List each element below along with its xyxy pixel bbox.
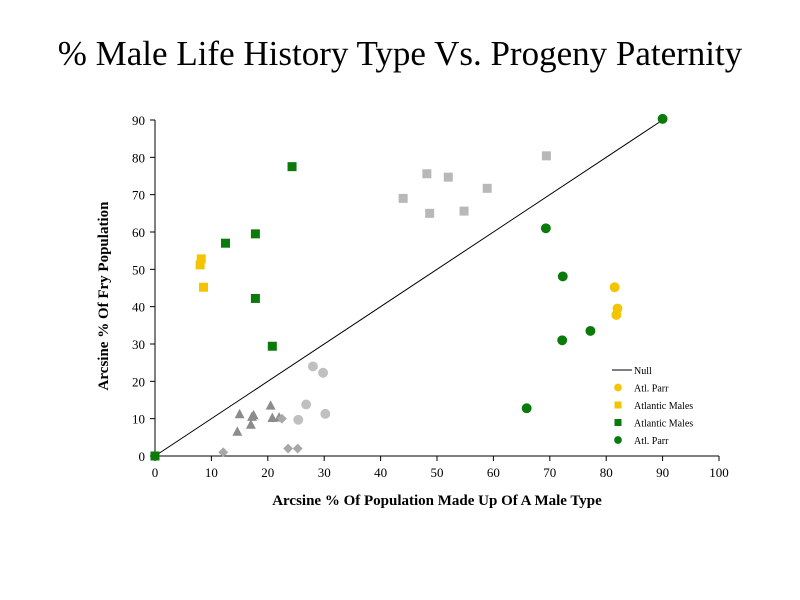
data-point: [250, 293, 260, 303]
data-point: [287, 162, 297, 172]
series-6: [232, 400, 285, 436]
data-point: [425, 208, 435, 218]
data-point: [657, 113, 668, 124]
data-point: [459, 206, 469, 216]
chart-title: % Male Life History Type Vs. Progeny Pat…: [57, 34, 743, 73]
y-tick-label: 80: [132, 150, 145, 165]
data-point: [541, 151, 551, 161]
legend-marker: [614, 401, 622, 409]
y-tick-label: 0: [139, 449, 146, 464]
data-point: [150, 451, 160, 461]
legend-marker: [614, 383, 622, 392]
legend-label: Atlantic Males: [634, 419, 693, 430]
x-tick-label: 10: [205, 465, 218, 480]
legend-label: Null: [634, 366, 652, 377]
data-point: [245, 419, 256, 429]
y-tick-label: 30: [132, 337, 145, 352]
y-axis-label: Arcsine % Of Fry Population: [96, 201, 112, 391]
x-tick-label: 30: [318, 465, 331, 480]
series-2: [150, 162, 297, 461]
legend-entry: Atlantic Males: [614, 401, 693, 412]
series-0: [609, 282, 623, 320]
legend-marker: [614, 436, 622, 444]
legend-label: Atl. Parr: [634, 384, 669, 395]
x-tick-label: 80: [600, 465, 613, 480]
x-axis-label: Arcsine % Of Population Made Up Of A Mal…: [272, 493, 602, 509]
data-point: [540, 223, 551, 234]
data-point: [307, 361, 318, 372]
legend: Null Atl. Parr Atlantic Males Atlantic Male…: [612, 366, 693, 447]
data-point: [609, 282, 620, 293]
y-tick-label: 60: [132, 225, 145, 240]
data-point: [248, 409, 259, 420]
y-tick-label: 70: [132, 188, 145, 203]
data-point: [283, 443, 294, 454]
x-tick-label: 20: [261, 465, 274, 480]
data-point: [267, 412, 278, 422]
x-tick-label: 0: [152, 465, 159, 480]
y-tick-label: 20: [132, 374, 145, 389]
x-tick-label: 70: [543, 465, 556, 480]
legend-label: Atlantic Males: [634, 401, 693, 412]
series-7: [218, 413, 303, 458]
data-point: [276, 413, 287, 424]
data-point: [482, 183, 492, 193]
data-point: [218, 447, 229, 458]
x-tick-label: 50: [431, 465, 444, 480]
data-point: [422, 169, 432, 179]
data-point: [234, 408, 245, 419]
data-point: [521, 403, 532, 414]
data-point: [398, 193, 408, 203]
data-point: [195, 260, 205, 270]
data-point: [301, 399, 312, 410]
legend-entry-null: Null: [612, 366, 652, 377]
data-point: [443, 172, 453, 182]
x-tick-label: 100: [709, 465, 729, 480]
x-tick-label: 40: [374, 465, 387, 480]
y-tick-label: 40: [132, 300, 145, 315]
data-points: [150, 113, 668, 461]
legend-marker: [614, 419, 622, 426]
y-tick-label: 50: [132, 262, 145, 277]
y-tick-label: 90: [132, 113, 145, 128]
data-point: [199, 282, 209, 292]
data-point: [250, 229, 260, 239]
data-point: [318, 367, 329, 378]
data-point: [557, 271, 568, 282]
data-point: [292, 443, 303, 454]
data-point: [265, 400, 276, 410]
data-point: [293, 414, 304, 425]
legend-entry: Atl. Parr: [614, 436, 669, 447]
y-tick-label: 10: [132, 412, 145, 427]
x-tick-label: 60: [487, 465, 500, 480]
series-3: [521, 113, 668, 414]
data-point: [221, 238, 230, 248]
data-point: [267, 341, 277, 351]
data-point: [196, 254, 206, 264]
data-point: [232, 426, 243, 436]
series-5: [293, 361, 331, 425]
data-point: [585, 325, 596, 336]
null-line-group: [154, 119, 663, 457]
series-1: [195, 254, 209, 292]
data-point: [557, 335, 568, 346]
null-line: [154, 119, 663, 457]
data-point: [611, 309, 622, 320]
legend-label: Atl. Parr: [634, 436, 669, 447]
legend-entry: Atlantic Males: [614, 419, 693, 430]
data-point: [320, 408, 331, 419]
axes: 0 10 20 30 40 50 60 70 80 90 0 10 20 30 40 50 60 70 80 90 10…: [132, 113, 729, 480]
series-4: [398, 151, 551, 218]
x-tick-label: 90: [656, 465, 669, 480]
legend-entry: Atl. Parr: [614, 384, 669, 395]
